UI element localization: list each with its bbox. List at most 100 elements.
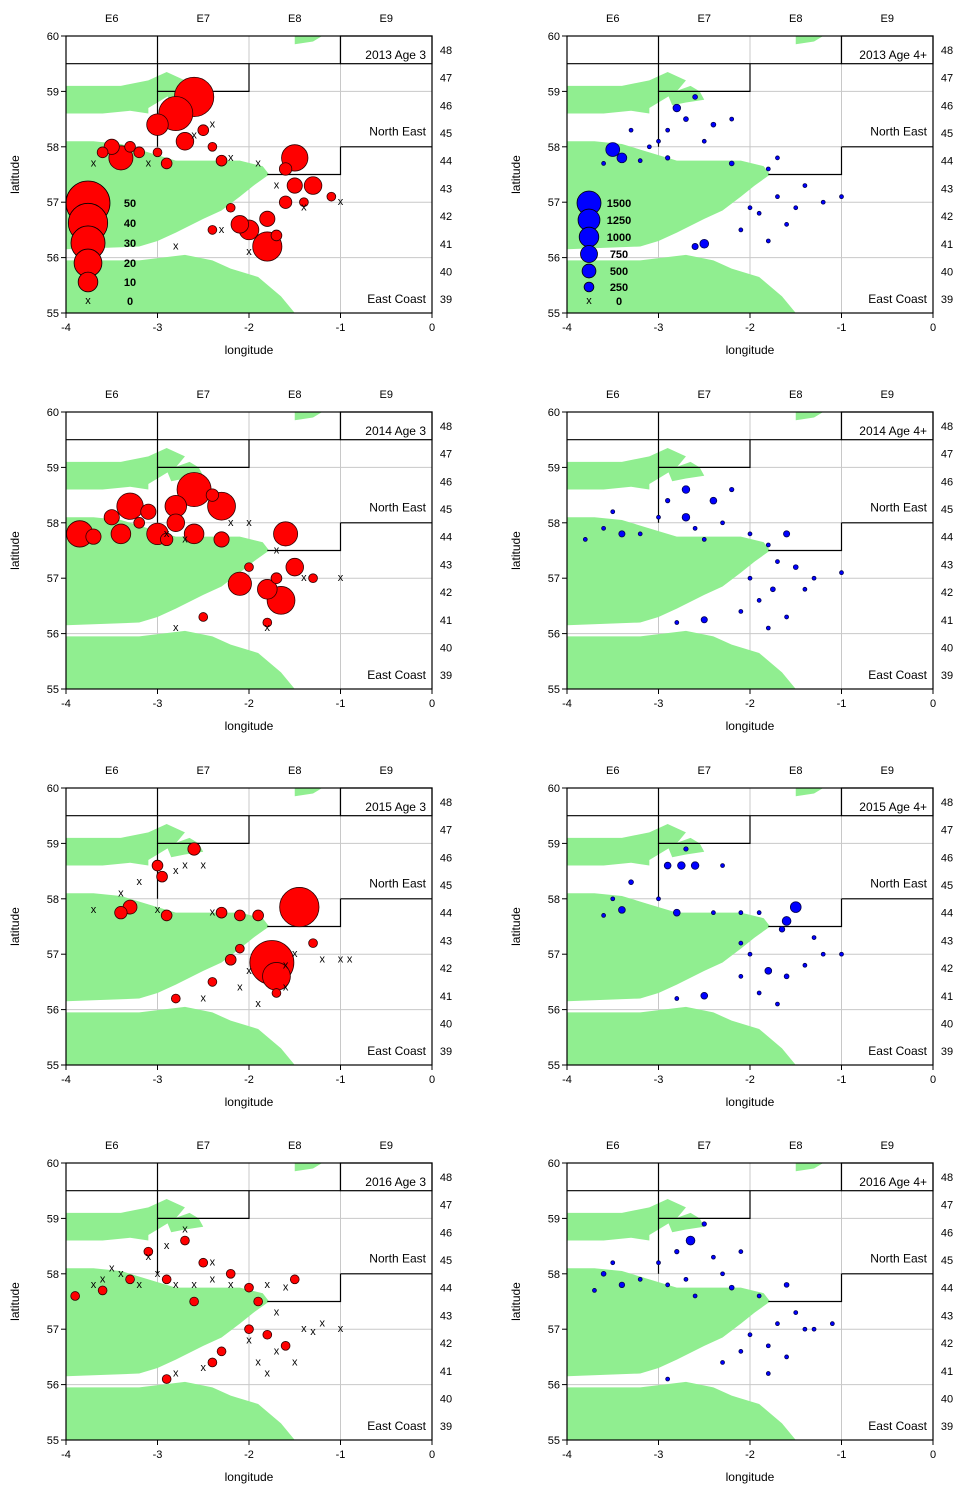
- catch-bubble: [775, 559, 780, 564]
- zero-catch-marker: x: [301, 1323, 307, 1335]
- catch-bubble: [618, 530, 626, 538]
- catch-bubble: [756, 210, 762, 216]
- zero-catch-marker: x: [228, 152, 234, 164]
- x-axis-title: longitude: [225, 343, 274, 357]
- catch-bubble: [663, 861, 672, 870]
- right-rect-label: 39: [440, 1046, 452, 1058]
- right-rect-label: 46: [941, 476, 953, 488]
- x-tick-label: 0: [930, 698, 936, 710]
- y-tick-label: 58: [47, 894, 59, 906]
- catch-bubble: [308, 573, 318, 583]
- right-rect-label: 48: [440, 45, 452, 57]
- catch-bubble: [784, 1354, 789, 1360]
- x-tick-label: -2: [745, 1449, 755, 1461]
- catch-bubble: [257, 579, 278, 600]
- land-layer: [66, 1163, 323, 1440]
- land-polygon: [567, 517, 771, 626]
- points-layer: [601, 94, 844, 251]
- catch-bubble: [701, 138, 707, 144]
- catch-bubble: [610, 896, 616, 902]
- zero-catch-marker: x: [136, 876, 142, 888]
- catch-bubble: [802, 1326, 808, 1332]
- catch-bubble: [738, 974, 744, 979]
- catch-bubble: [152, 147, 163, 158]
- top-rect-label: E9: [380, 765, 393, 777]
- y-tick-label: 57: [548, 573, 560, 585]
- area-label-north-east: North East: [369, 1252, 426, 1266]
- zero-catch-marker: x: [191, 1279, 197, 1291]
- zero-catch-marker: x: [237, 981, 243, 993]
- catch-bubble: [160, 157, 173, 170]
- zero-catch-marker: x: [274, 1345, 280, 1357]
- right-rect-label: 44: [440, 1283, 452, 1295]
- x-tick-label: -3: [654, 1449, 664, 1461]
- y-tick-label: 59: [47, 1213, 59, 1225]
- y-tick-label: 55: [47, 308, 59, 320]
- legend-zero-marker: x: [85, 295, 91, 307]
- land-polygon: [567, 630, 796, 689]
- x-tick-label: -3: [153, 698, 163, 710]
- zero-catch-marker: x: [182, 1223, 188, 1235]
- land-polygon: [567, 893, 771, 1002]
- right-rect-label: 48: [941, 1172, 953, 1184]
- panel-title-box: [339, 1162, 433, 1192]
- zero-catch-marker: x: [338, 196, 344, 208]
- legend-label: 20: [124, 258, 136, 270]
- land-polygon: [795, 1163, 824, 1172]
- panel-title-box: [339, 411, 433, 441]
- catch-bubble: [674, 1249, 680, 1255]
- catch-bubble: [672, 103, 681, 113]
- right-rect-label: 41: [440, 991, 452, 1003]
- catch-bubble: [765, 1343, 771, 1349]
- ices-boundary: [768, 898, 843, 928]
- catch-bubble: [207, 977, 218, 987]
- legend-bubble: [578, 226, 600, 248]
- points-layer: x x x x x x x x x x x x: [91, 76, 344, 262]
- y-tick-label: 60: [548, 1158, 560, 1170]
- zero-catch-marker: x: [173, 622, 179, 634]
- zero-catch-marker: x: [210, 907, 216, 919]
- catch-bubble: [765, 166, 771, 172]
- panel-title: 2016 Age 4+: [859, 1175, 927, 1189]
- y-tick-label: 60: [548, 783, 560, 795]
- catch-bubble: [792, 564, 799, 570]
- right-rect-label: 42: [440, 587, 452, 599]
- catch-bubble: [665, 127, 671, 133]
- catch-bubble: [692, 525, 698, 531]
- y-tick-label: 57: [47, 949, 59, 961]
- right-rect-label: 46: [440, 1227, 452, 1239]
- legend-label: 1000: [607, 232, 631, 244]
- y-tick-label: 60: [548, 407, 560, 419]
- catch-bubble: [820, 199, 826, 205]
- top-rect-label: E6: [606, 765, 619, 777]
- catch-bubble: [656, 138, 661, 144]
- y-axis-title: latitude: [8, 531, 22, 570]
- x-tick-label: -2: [745, 698, 755, 710]
- catch-bubble: [160, 909, 173, 922]
- x-tick-label: 0: [429, 322, 435, 334]
- top-rect-label: E8: [288, 389, 301, 401]
- zero-catch-marker: x: [118, 887, 124, 899]
- legend-label: 1500: [607, 198, 631, 210]
- right-rect-label: 47: [440, 449, 452, 461]
- land-polygon: [66, 254, 295, 313]
- catch-bubble: [765, 542, 771, 548]
- y-tick-label: 58: [548, 142, 560, 154]
- ices-boundary: [657, 1190, 751, 1220]
- catch-bubble: [116, 492, 144, 520]
- catch-bubble: [235, 943, 245, 954]
- catch-bubble: [756, 910, 762, 916]
- right-rect-label: 43: [941, 935, 953, 947]
- catch-bubble: [97, 1285, 108, 1296]
- zero-catch-marker: x: [338, 954, 344, 966]
- catch-bubble: [692, 94, 698, 100]
- area-label-east-coast: East Coast: [367, 1419, 426, 1433]
- ices-boundary: [156, 1190, 250, 1220]
- right-rect-label: 47: [941, 449, 953, 461]
- catch-bubble: [770, 586, 776, 593]
- x-tick-label: -1: [336, 698, 346, 710]
- right-rect-label: 42: [440, 211, 452, 223]
